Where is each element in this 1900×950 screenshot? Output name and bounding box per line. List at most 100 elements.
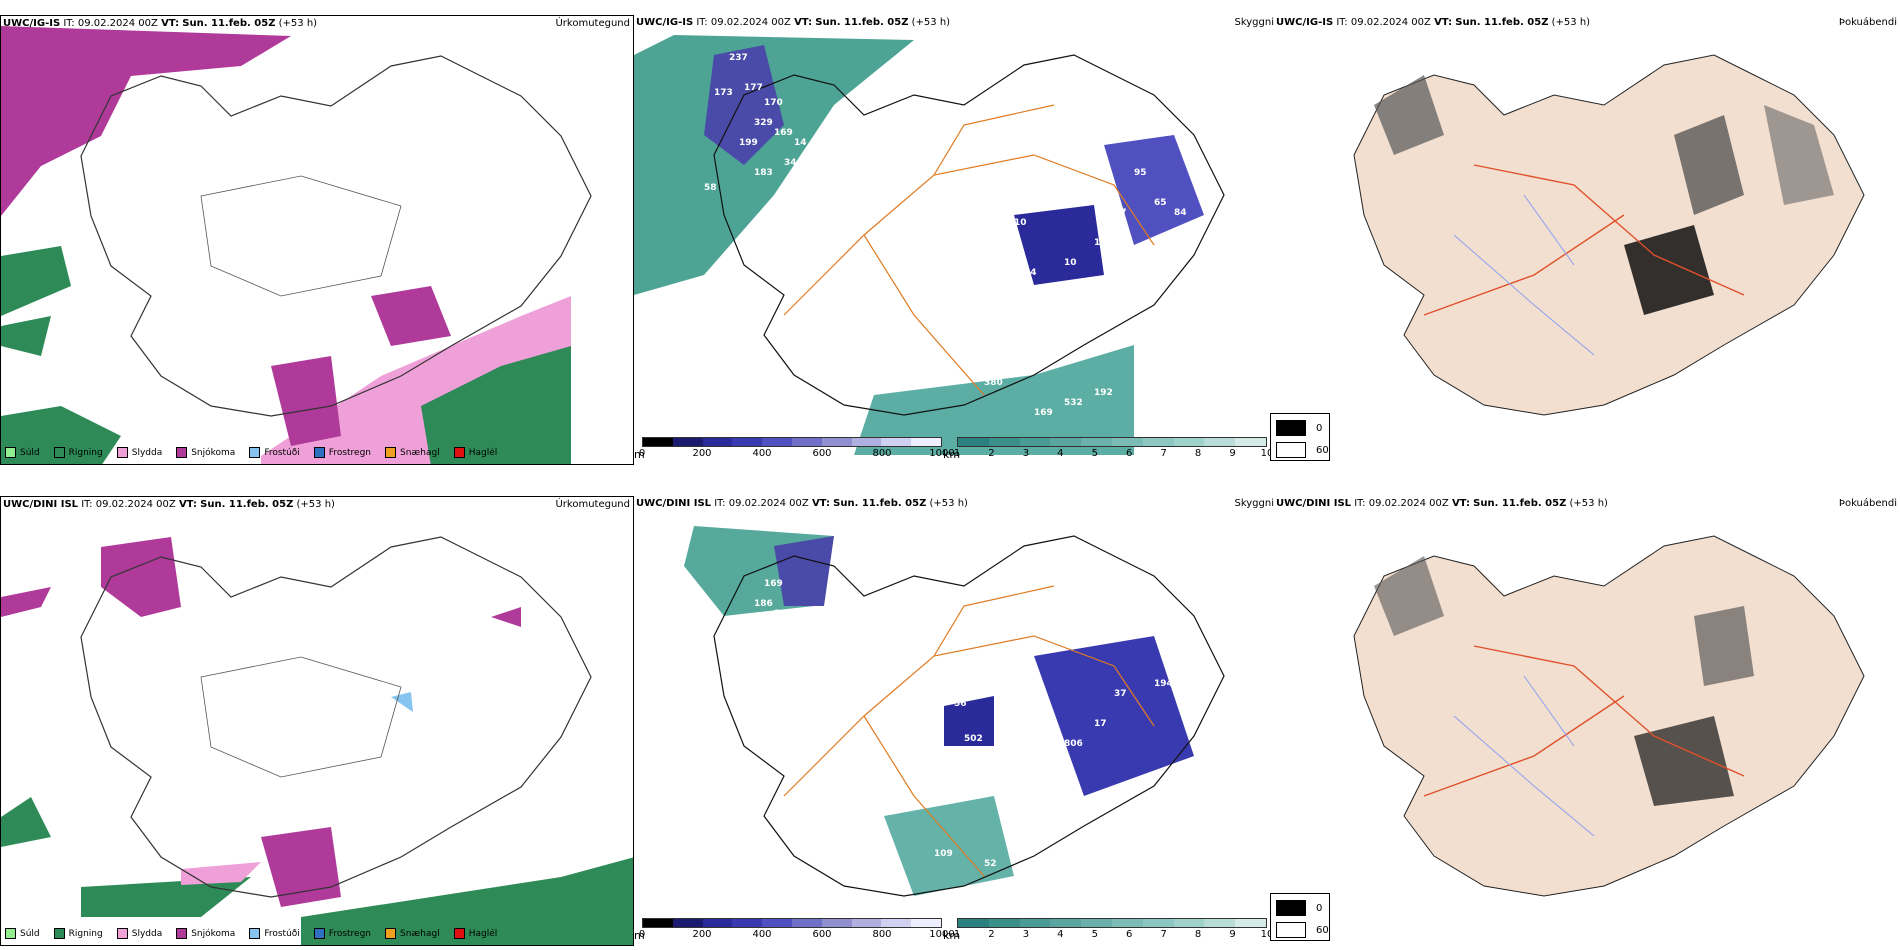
colorbar-tick-label: 200 — [692, 448, 712, 459]
visibility-colorbar-m-top: 0 200 400 600 800 1000 — [638, 437, 955, 461]
colorbar-tick-label: 800 — [872, 448, 892, 459]
legend-swatch — [53, 928, 65, 939]
legend-item: Snæhagl — [385, 447, 440, 458]
legend-item: Snæhagl — [385, 928, 440, 939]
colorbar-tick-label: 800 — [872, 929, 892, 940]
colorbar-tick-label: 9 — [1229, 448, 1236, 459]
iceland-landmass — [1353, 54, 1865, 416]
legend-swatch — [116, 928, 128, 939]
colorbar-tick-label: 1 — [953, 929, 961, 940]
legend-label: Snæhagl — [400, 928, 440, 939]
precip-legend: Súld Rigning Slydda Snjókoma Frostúði Frostre… — [5, 447, 497, 458]
visibility-value: 10 — [1014, 218, 1027, 228]
visibility-value: 109 — [934, 849, 953, 859]
fog-legend-label: 60 — [1316, 924, 1329, 936]
colorbar-tick-label: 5 — [1091, 929, 1098, 940]
precip-map-canvas-bottom — [1, 536, 633, 945]
fog-legend-swatch — [1276, 900, 1306, 916]
visibility-value: 183 — [754, 168, 773, 178]
fog-legend-swatch — [1276, 420, 1306, 436]
rain-area — [1, 797, 51, 847]
legend-label: Slydda — [131, 447, 163, 458]
visibility-value: 231 — [1044, 789, 1063, 799]
fog-area — [1104, 135, 1204, 245]
visibility-value: 199 — [739, 138, 758, 148]
road-network — [1423, 164, 1745, 316]
freezing-drizzle-area — [391, 692, 413, 712]
colorbar-tick-label: 8 — [1194, 448, 1202, 459]
visibility-value: 708 — [784, 639, 803, 649]
visibility-value: 532 — [1064, 398, 1083, 408]
visibility-value: 101 — [974, 659, 993, 669]
legend-item: Frostúði — [249, 447, 300, 458]
legend-label: Frostregn — [328, 447, 372, 458]
visibility-value: 990 — [974, 178, 993, 188]
road-network — [200, 175, 402, 297]
visibility-value: 84 — [1024, 268, 1037, 278]
legend-label: Frostúði — [264, 447, 300, 458]
visibility-value: 169 — [764, 579, 783, 589]
panel-title: Þokuábendi — [1838, 17, 1897, 28]
fog-legend-bottom: 0 60 — [1270, 893, 1330, 941]
legend-swatch — [453, 928, 465, 939]
legend-label: Slydda — [131, 928, 163, 939]
rivers — [1453, 675, 1595, 837]
legend-label: Snjókoma — [191, 928, 236, 939]
colorbar-ticks: 1 2 3 4 5 6 7 8 9 10 — [954, 447, 1274, 461]
visibility-value: 95 — [1134, 168, 1147, 178]
legend-swatch — [249, 928, 261, 939]
legend-swatch — [5, 447, 16, 458]
legend-label: Haglél — [468, 928, 498, 939]
rain-area — [1, 406, 121, 464]
colorbar-tick-label: 1000 — [929, 448, 955, 459]
visibility-value: 73 — [1024, 749, 1037, 759]
panel-header: UWC/DINI ISL IT: 09.02.2024 00Z VT: Sun.… — [636, 498, 968, 509]
visibility-value: 21 — [934, 198, 947, 208]
visibility-value: 34 — [784, 158, 797, 168]
colorbar-tick-label: 3 — [1022, 448, 1030, 459]
snow-area — [271, 356, 341, 446]
unit-m: m — [634, 929, 645, 942]
legend-item: Snjókoma — [176, 928, 235, 939]
colorbar-strip — [957, 437, 1267, 447]
fog-area — [944, 696, 994, 746]
panel-title: Þokuábendi — [1838, 498, 1897, 509]
visibility-value: 85 — [964, 253, 977, 263]
colorbar-ticks: 0 200 400 600 800 1000 — [638, 447, 955, 461]
snow-area — [261, 827, 341, 907]
visibility-value: 329 — [754, 118, 773, 128]
rain-area — [1, 316, 51, 356]
fog-shading — [1674, 115, 1744, 215]
visibility-map-bottom: 169 186 390 311 11 708 18 78 101 62 56 14 502 73 806 17… — [634, 496, 1274, 946]
visibility-value: 84 — [1174, 208, 1187, 218]
visibility-value: 237 — [729, 53, 748, 63]
visibility-value: 37 — [1114, 689, 1127, 699]
colorbar-tick-label: 2 — [988, 448, 995, 459]
colorbar-tick-label: 0 — [638, 448, 646, 459]
legend-swatch — [176, 928, 188, 939]
panel-header: UWC/DINI ISL IT: 09.02.2024 00Z VT: Sun.… — [3, 499, 335, 510]
legend-item: Slydda — [116, 928, 163, 939]
visibility-value: 78 — [704, 664, 717, 674]
legend-item: Snjókoma — [176, 447, 235, 458]
colorbar-strip — [642, 437, 942, 447]
visibility-colorbar-km-top: 1 2 3 4 5 6 7 8 9 10 — [954, 437, 1274, 461]
snow-area — [491, 607, 521, 627]
fog-legend-label: 0 — [1316, 902, 1323, 914]
fog-area — [1014, 205, 1104, 285]
visibility-value: 380 — [984, 378, 1003, 388]
rivers — [1453, 194, 1595, 356]
unit-km: km — [943, 929, 961, 942]
colorbar-tick-label: 7 — [1160, 929, 1167, 940]
fog-shading — [1374, 75, 1444, 155]
fog-map-canvas-top — [1353, 54, 1865, 416]
legend-item: Haglél — [453, 928, 498, 939]
fog-legend-swatch — [1276, 922, 1306, 938]
legend-item: Frostúði — [249, 928, 300, 939]
colorbar-tick-label: 1000 — [929, 929, 955, 940]
colorbar-tick-label: 2 — [988, 929, 995, 940]
iceland-coastline — [80, 55, 592, 417]
panel-title: Skyggni — [1234, 498, 1274, 509]
visibility-value: 18 — [754, 649, 767, 659]
